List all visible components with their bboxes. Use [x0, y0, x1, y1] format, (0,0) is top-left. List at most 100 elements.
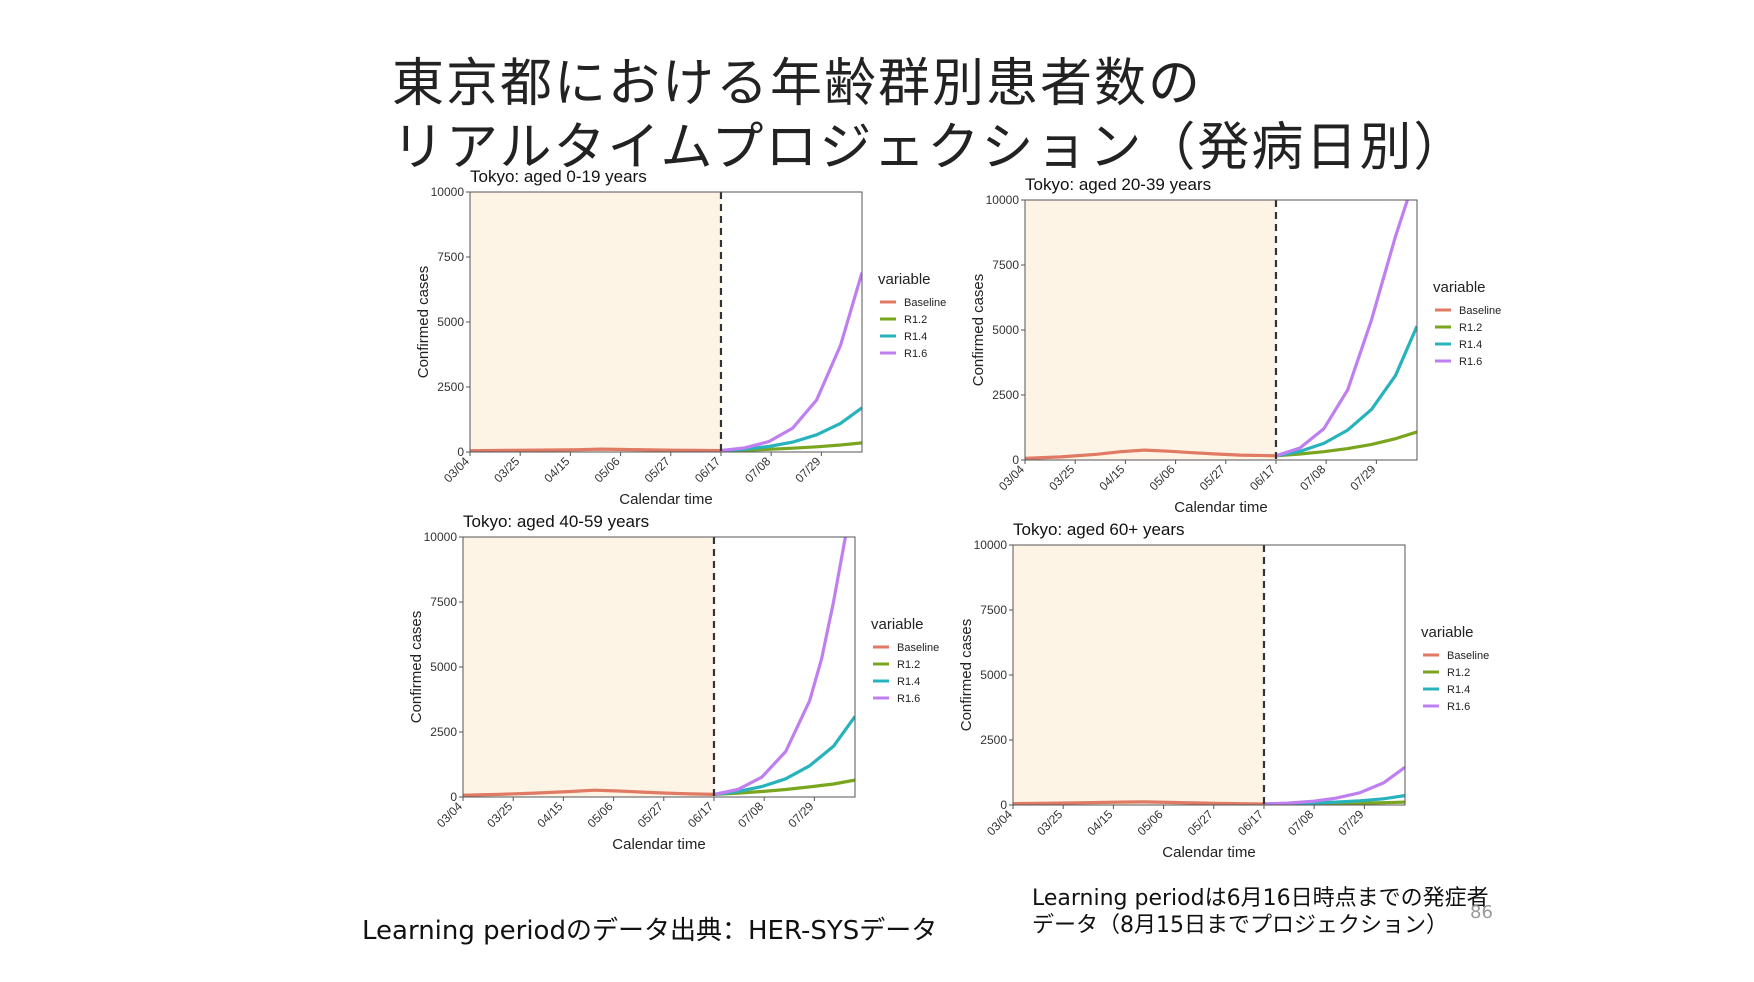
page-number: 86	[1470, 902, 1493, 923]
series-line-r1-4	[713, 715, 855, 796]
y-tick-label: 0	[1000, 798, 1007, 812]
series-line-r1-6	[1275, 200, 1409, 458]
y-tick-label: 5000	[437, 315, 464, 329]
legend-title: variable	[878, 271, 931, 288]
legend-label: R1.2	[1447, 667, 1470, 679]
y-tick-label: 0	[457, 445, 464, 459]
chart-panel-aged-60-plus: Tokyo: aged 60+ years 0 2500 5000 7500 10000 0…	[958, 513, 1563, 863]
y-axis-label: Confirmed cases	[408, 611, 425, 724]
x-tick-label: 07/29	[792, 454, 823, 485]
series-line-r1-4	[1275, 325, 1417, 458]
y-tick-label: 2500	[430, 725, 457, 739]
y-tick-label: 7500	[992, 258, 1019, 272]
y-tick-label: 10000	[431, 185, 465, 199]
x-tick-label: 04/15	[1084, 807, 1115, 838]
x-tick-label: 05/27	[635, 799, 666, 830]
chart-aged-0-19: Tokyo: aged 0-19 years 0 2500 5000 7500 10000…	[415, 167, 946, 508]
legend-label: R1.2	[1459, 322, 1482, 334]
y-tick-label: 2500	[980, 733, 1007, 747]
x-tick-label: 05/06	[1135, 807, 1166, 838]
slide-title-line1: 東京都における年齢群別患者数の	[392, 54, 1203, 114]
legend-label: Baseline	[1447, 650, 1489, 662]
x-tick-label: 03/25	[1046, 462, 1077, 493]
legend-label: R1.4	[1447, 684, 1470, 696]
x-tick-label: 03/04	[434, 799, 465, 830]
legend-label: R1.4	[1459, 339, 1482, 351]
x-tick-label: 03/04	[996, 462, 1027, 493]
legend-label: R1.6	[904, 348, 927, 360]
series-line-r1-6	[713, 537, 847, 796]
y-tick-label: 10000	[424, 530, 458, 544]
chart-aged-40-59: Tokyo: aged 40-59 years 0 2500 5000 7500 1000…	[408, 512, 939, 853]
chart-title: Tokyo: aged 60+ years	[1013, 520, 1185, 539]
legend-label: R1.4	[897, 676, 920, 688]
learning-period-shade	[1025, 200, 1276, 460]
x-tick-label: 07/08	[742, 454, 773, 485]
series-line-baseline	[1025, 448, 1277, 460]
y-tick-label: 0	[1012, 453, 1019, 467]
chart-title: Tokyo: aged 40-59 years	[463, 512, 649, 531]
x-tick-label: 06/17	[1235, 807, 1266, 838]
legend-label: R1.2	[904, 314, 927, 326]
y-tick-label: 2500	[992, 388, 1019, 402]
x-tick-label: 07/29	[1347, 462, 1378, 493]
y-tick-label: 5000	[430, 660, 457, 674]
y-axis-label: Confirmed cases	[415, 266, 432, 379]
y-tick-label: 5000	[980, 668, 1007, 682]
chart-panel-aged-0-19: Tokyo: aged 0-19 years 0 2500 5000 7500 10000…	[415, 160, 1020, 510]
x-tick-label: 05/27	[1197, 462, 1228, 493]
x-axis-label: Calendar time	[612, 836, 705, 853]
y-axis-label: Confirmed cases	[970, 274, 987, 387]
y-tick-label: 7500	[430, 595, 457, 609]
x-axis-label: Calendar time	[619, 491, 712, 508]
learning-period-shade	[470, 192, 721, 452]
legend-title: variable	[871, 616, 924, 633]
chart-aged-20-39: Tokyo: aged 20-39 years 0 2500 5000 7500 1000…	[970, 175, 1501, 516]
chart-title: Tokyo: aged 20-39 years	[1025, 175, 1211, 194]
y-tick-label: 0	[450, 790, 457, 804]
x-tick-label: 03/25	[491, 454, 522, 485]
data-source-note: Learning periodのデータ出典：HER-SYSデータ	[362, 916, 938, 946]
legend-label: Baseline	[904, 297, 946, 309]
x-tick-label: 05/06	[592, 454, 623, 485]
chart-aged-60-plus: Tokyo: aged 60+ years 0 2500 5000 7500 10000 0…	[958, 520, 1489, 861]
x-tick-label: 04/15	[534, 799, 565, 830]
series-line-baseline	[1013, 800, 1265, 805]
x-tick-label: 03/25	[1034, 807, 1065, 838]
chart-title: Tokyo: aged 0-19 years	[470, 167, 647, 186]
chart-panel-aged-40-59: Tokyo: aged 40-59 years 0 2500 5000 7500 1000…	[408, 505, 1013, 855]
legend-label: R1.4	[904, 331, 927, 343]
x-tick-label: 07/08	[735, 799, 766, 830]
y-tick-label: 2500	[437, 380, 464, 394]
y-tick-label: 7500	[437, 250, 464, 264]
y-tick-label: 5000	[992, 323, 1019, 337]
y-tick-label: 10000	[986, 193, 1020, 207]
x-tick-label: 06/17	[692, 454, 723, 485]
y-tick-label: 10000	[974, 538, 1008, 552]
x-tick-label: 05/27	[642, 454, 673, 485]
x-tick-label: 05/27	[1185, 807, 1216, 838]
series-line-r1-6	[720, 272, 862, 452]
x-tick-label: 04/15	[1096, 462, 1127, 493]
x-tick-label: 03/04	[441, 454, 472, 485]
series-line-baseline	[463, 788, 715, 797]
x-tick-label: 07/29	[1335, 807, 1366, 838]
series-line-r1-2	[1275, 430, 1417, 458]
legend-title: variable	[1433, 279, 1486, 296]
legend-label: Baseline	[897, 642, 939, 654]
x-axis-label: Calendar time	[1162, 844, 1255, 861]
x-tick-label: 04/15	[541, 454, 572, 485]
chart-panel-aged-20-39: Tokyo: aged 20-39 years 0 2500 5000 7500 1000…	[970, 168, 1575, 518]
legend-label: R1.6	[897, 693, 920, 705]
series-line-baseline	[470, 447, 722, 452]
learning-period-note-line2: データ（8月15日までプロジェクション）	[1032, 913, 1448, 938]
x-tick-label: 03/25	[484, 799, 515, 830]
x-tick-label: 07/29	[785, 799, 816, 830]
y-tick-label: 7500	[980, 603, 1007, 617]
learning-period-shade	[463, 537, 714, 797]
legend-title: variable	[1421, 624, 1474, 641]
x-tick-label: 07/08	[1297, 462, 1328, 493]
x-tick-label: 06/17	[685, 799, 716, 830]
learning-period-shade	[1013, 545, 1264, 805]
x-tick-label: 06/17	[1247, 462, 1278, 493]
